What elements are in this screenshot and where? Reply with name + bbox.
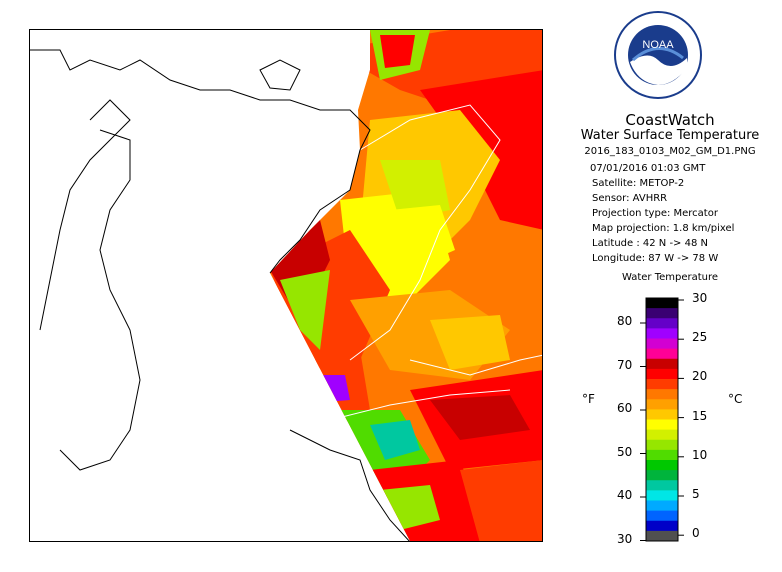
legend-swatch	[646, 439, 678, 451]
legend-swatch	[646, 328, 678, 339]
datetime-label: 07/01/2016 01:03 GMT	[590, 163, 706, 174]
legend-swatch	[646, 338, 678, 350]
shoreline-overlay	[329, 104, 542, 421]
legend-swatch	[646, 500, 678, 512]
fahrenheit-tick-label: 50	[617, 444, 633, 459]
legend-swatch	[646, 530, 678, 542]
celsius-tick-label: 10	[692, 447, 708, 462]
legend-swatch	[646, 510, 678, 522]
legend-swatch	[646, 389, 678, 400]
legend-title: Water Temperature	[621, 272, 719, 283]
fahrenheit-tick-label: 80	[617, 314, 633, 328]
legend-swatch	[646, 520, 678, 532]
legend-swatch	[646, 490, 678, 501]
celsius-tick-label: 0	[692, 526, 700, 541]
latitude-label: Latitude : 42 N -> 48 N	[592, 238, 708, 249]
celsius-tick-label: 5	[692, 487, 700, 501]
legend-swatch	[646, 399, 678, 410]
legend-swatch	[646, 480, 678, 491]
celsius-tick-label: 30	[692, 291, 708, 305]
celsius-tick-label: 25	[692, 330, 708, 345]
legend-swatch	[646, 368, 678, 380]
celsius-tick-label: 20	[692, 369, 708, 384]
legend-border	[645, 297, 679, 542]
coastline-outline	[30, 49, 410, 541]
map-projection-label: Map projection: 1.8 km/pixel	[592, 223, 735, 234]
legend-swatch	[646, 318, 678, 329]
map-canvas	[30, 30, 542, 541]
legend-swatch	[646, 449, 678, 461]
celsius-unit: °C	[728, 392, 743, 406]
fahrenheit-tick-label: 30	[617, 531, 633, 546]
legend-swatch	[646, 409, 678, 420]
fahrenheit-tick-label: 60	[617, 401, 633, 415]
logo-text: NOAA	[642, 39, 674, 51]
satellite-map	[29, 29, 543, 542]
legend-swatch	[646, 308, 678, 319]
legend-swatch	[646, 298, 678, 309]
legend-swatch	[646, 460, 678, 471]
sensor-label: Sensor: AVHRR	[592, 193, 668, 204]
celsius-tick-label: 15	[692, 408, 708, 423]
sst-swath	[270, 30, 542, 541]
fahrenheit-tick-label: 40	[617, 488, 633, 502]
projection-type-label: Projection type: Mercator	[592, 208, 718, 219]
legend-swatch	[646, 470, 678, 481]
longitude-label: Longitude: 87 W -> 78 W	[592, 253, 719, 264]
legend-swatch	[646, 419, 678, 431]
fahrenheit-tick-label: 70	[617, 357, 633, 372]
noaa-logo-icon: NOAA	[613, 10, 703, 100]
legend-swatch	[646, 348, 678, 360]
fahrenheit-unit: °F	[582, 392, 595, 406]
satellite-label: Satellite: METOP-2	[592, 178, 685, 189]
legend-swatch	[646, 429, 678, 441]
product-subtitle: Water Surface Temperature	[580, 128, 760, 143]
legend-swatch	[646, 358, 678, 370]
app-title: CoastWatch	[625, 111, 715, 129]
legend-swatch	[646, 379, 678, 390]
filename-label: 2016_183_0103_M02_GM_D1.PNG	[584, 146, 756, 157]
color-scale-bar	[640, 297, 684, 542]
